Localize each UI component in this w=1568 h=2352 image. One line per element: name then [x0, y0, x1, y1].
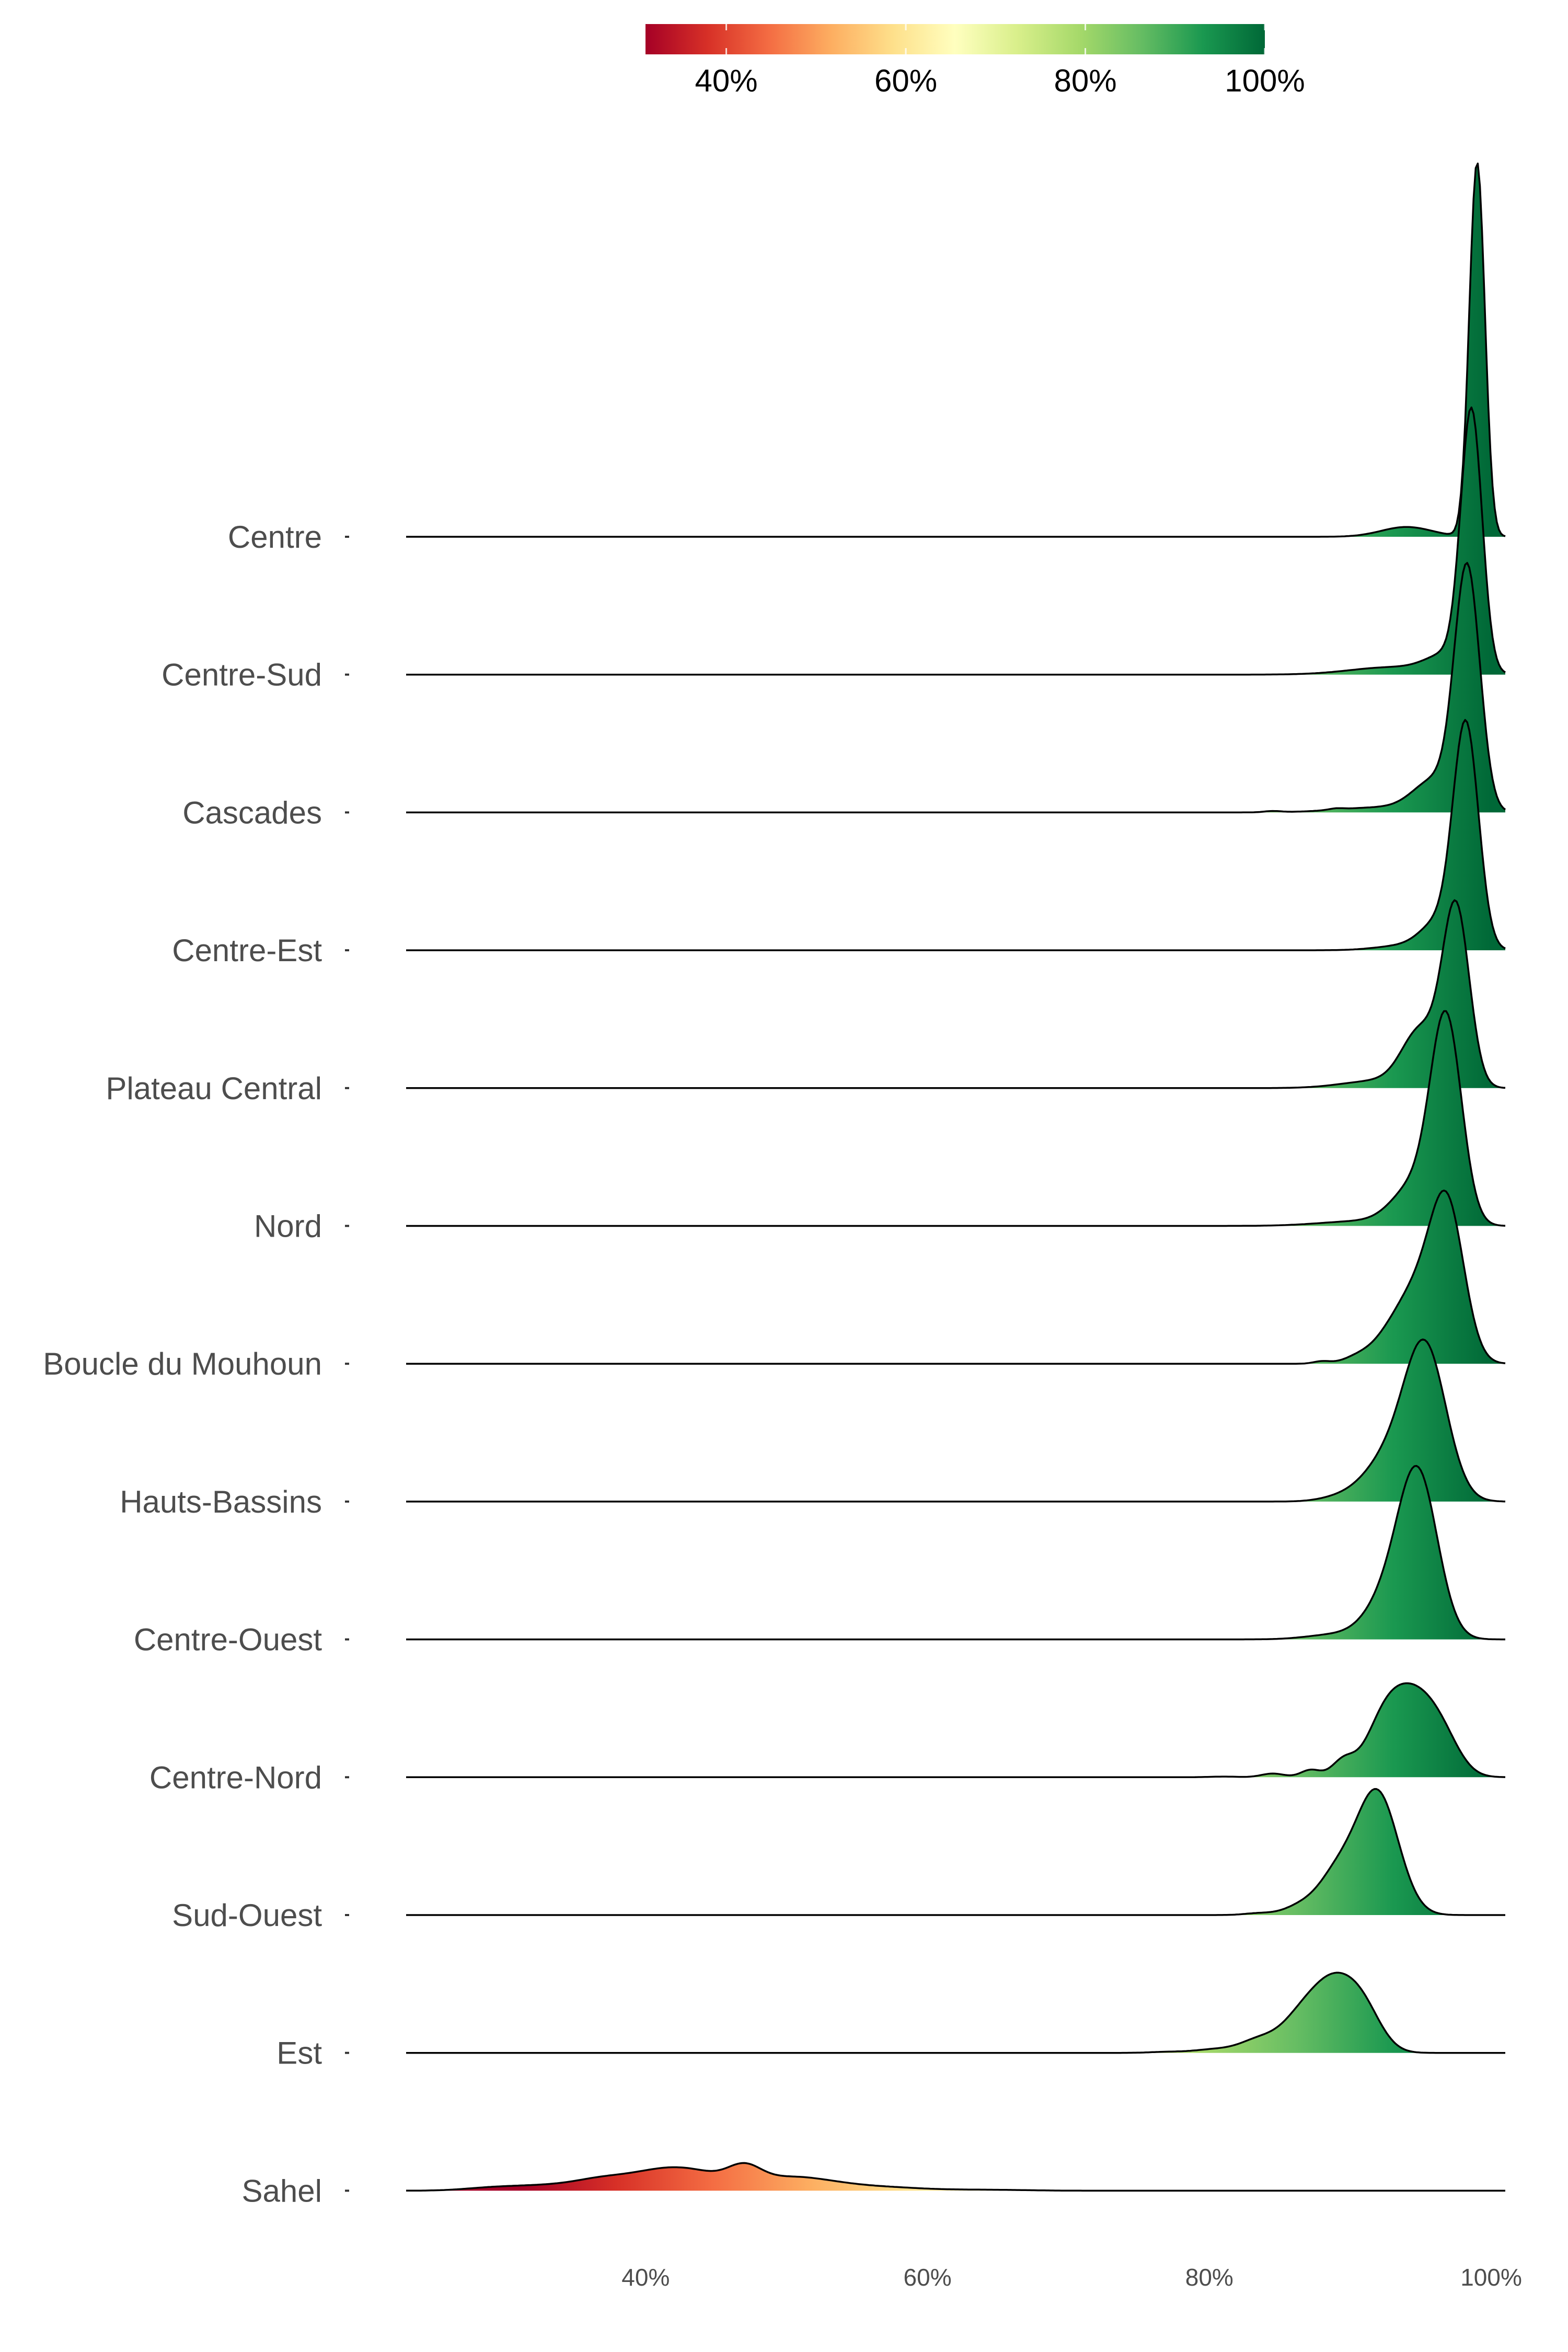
- ridge-fill: [406, 2163, 1505, 2191]
- y-tick-label: Centre-Sud: [162, 658, 322, 693]
- ridge-outline: [406, 1788, 1505, 1916]
- ridge-fill: [406, 1973, 1505, 2053]
- ridge-fill: [406, 900, 1505, 1088]
- ridge-fill: [406, 1683, 1505, 1778]
- ridge-outline: [406, 719, 1506, 951]
- ridge-fill: [406, 1190, 1505, 1364]
- ridge-outline: [406, 1682, 1506, 1779]
- y-tick-label: Plateau Central: [106, 1071, 322, 1106]
- colorbar-gradient: [645, 24, 1265, 54]
- colorbar-tick-label: 100%: [1225, 63, 1305, 98]
- y-tick-label: Nord: [254, 1209, 322, 1244]
- ridge-fill: [406, 1466, 1505, 1640]
- x-tick-label: 60%: [904, 2264, 952, 2291]
- y-tick-label: Centre: [228, 520, 322, 555]
- ridge-boucle-du-mouhoun: [406, 1189, 1506, 1365]
- ridge-centre-est: [406, 719, 1506, 951]
- y-tick-label: Hauts-Bassins: [120, 1484, 322, 1519]
- ridge-outline: [406, 2162, 1505, 2192]
- ridge-cascades: [406, 562, 1506, 814]
- y-tick-label: Centre-Nord: [149, 1760, 322, 1795]
- ridge-centre: [406, 163, 1506, 538]
- ridge-outline: [406, 1971, 1505, 2054]
- ridge-outline: [406, 163, 1506, 538]
- ridge-outline: [406, 562, 1506, 814]
- ridge-outline: [406, 1189, 1506, 1365]
- ridge-hauts-bassins: [406, 1338, 1506, 1503]
- ridge-fill: [406, 1011, 1505, 1226]
- ridge-centre-nord: [406, 1682, 1506, 1779]
- ridge-outline: [406, 1010, 1506, 1227]
- y-tick-label: Centre-Est: [172, 933, 322, 968]
- colorbar-tick-label: 40%: [695, 63, 758, 98]
- y-tick-label: Sud-Ouest: [172, 1898, 322, 1933]
- ridge-sud-ouest: [406, 1788, 1505, 1916]
- ridge-fill: [406, 563, 1505, 813]
- ridge-nord: [406, 1010, 1506, 1227]
- x-tick-label: 40%: [621, 2264, 670, 2291]
- y-axis: Centre Centre-Sud Cascades Centre-Est Platea…: [43, 520, 349, 2208]
- y-tick-label: Sahel: [242, 2173, 322, 2208]
- ridge-fill: [406, 163, 1505, 537]
- y-tick-label: Centre-Ouest: [134, 1622, 322, 1657]
- ridge-fill: [406, 407, 1505, 675]
- colorbar-tick-label: 60%: [874, 63, 937, 98]
- x-tick-label: 80%: [1185, 2264, 1233, 2291]
- colorbar-legend: 40% 60% 80% 100%: [645, 24, 1305, 98]
- ridge-fill: [406, 1339, 1505, 1502]
- ridge-outline: [406, 406, 1506, 676]
- ridge-sahel: [406, 2162, 1505, 2192]
- y-tick-label: Est: [276, 2036, 322, 2071]
- ridge-outline: [406, 899, 1506, 1089]
- y-tick-label: Boucle du Mouhoun: [43, 1346, 322, 1381]
- ridge-centre-sud: [406, 406, 1506, 676]
- x-tick-label: 100%: [1460, 2264, 1522, 2291]
- ridge-centre-ouest: [406, 1465, 1505, 1641]
- ridge-fill: [406, 720, 1505, 951]
- ridge-plot-area: [406, 163, 1506, 2192]
- x-axis: 40% 60% 80% 100%: [621, 2264, 1522, 2291]
- colorbar-tick-label: 80%: [1054, 63, 1116, 98]
- ridge-outline: [406, 1465, 1505, 1641]
- ridge-outline: [406, 1338, 1506, 1503]
- y-tick-label: Cascades: [182, 795, 322, 830]
- ridge-plateau-central: [406, 899, 1506, 1089]
- ridge-fill: [406, 1789, 1505, 1915]
- ridge-est: [406, 1971, 1505, 2054]
